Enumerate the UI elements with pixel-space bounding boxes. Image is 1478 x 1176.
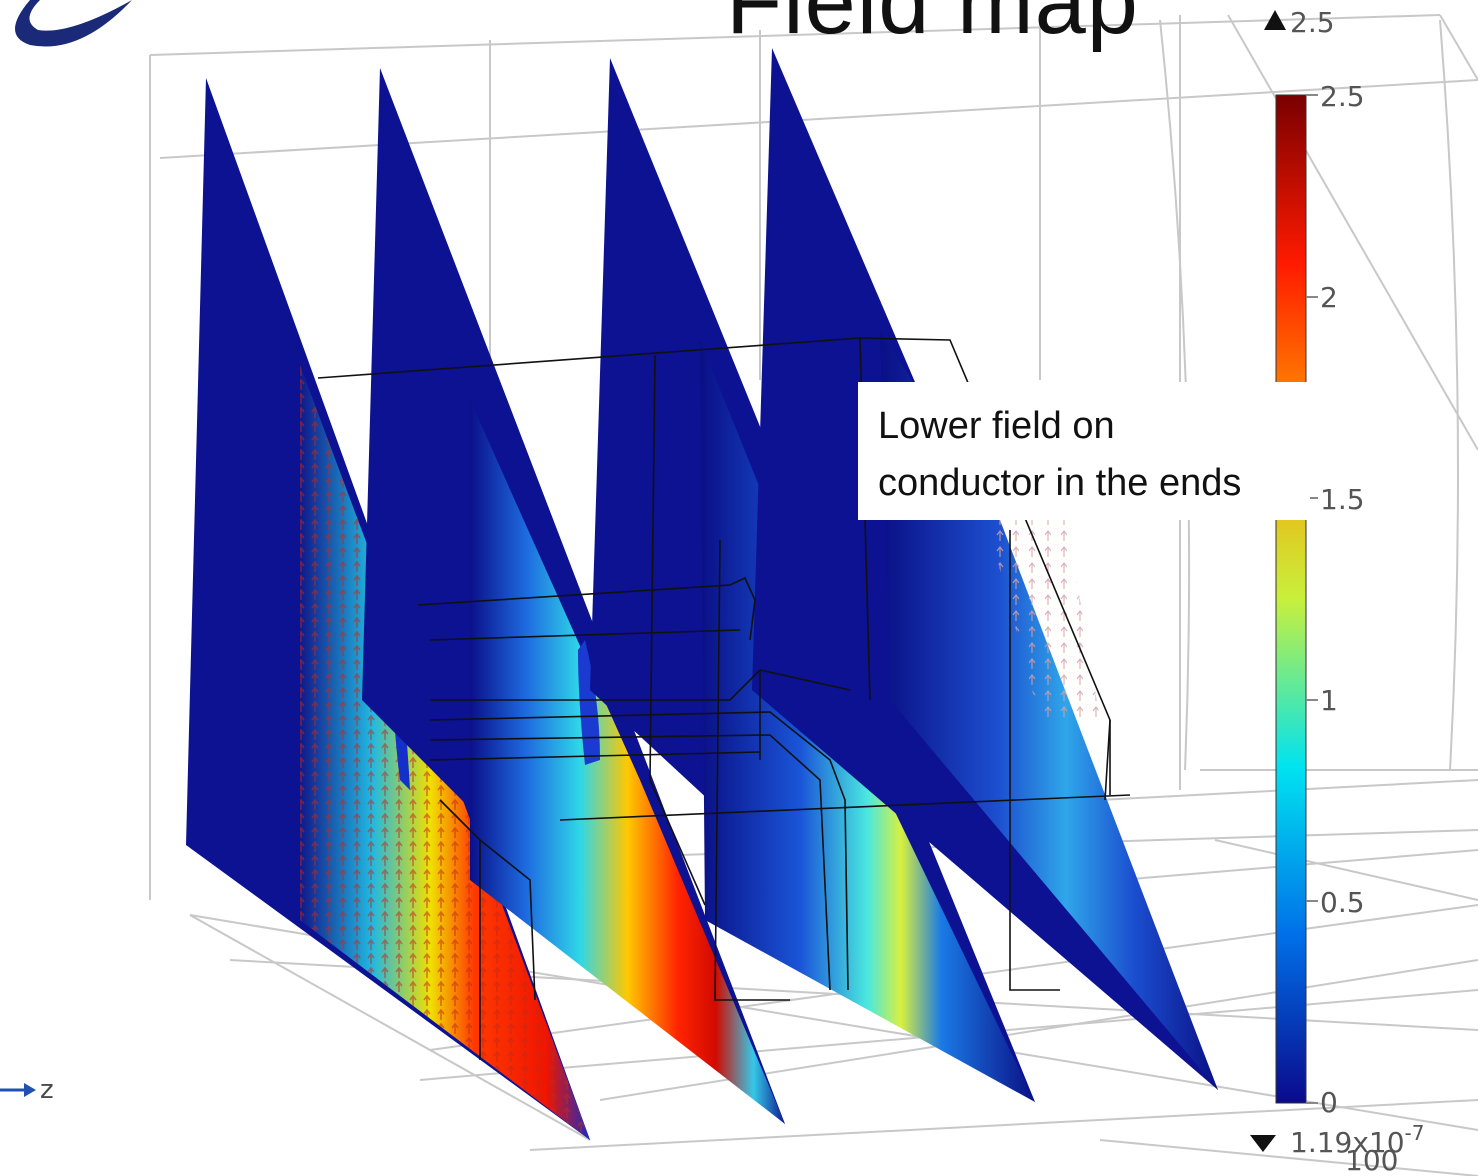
callout-line-2: conductor in the ends <box>878 462 1242 504</box>
colorbar-tick-5: 0.5 <box>1320 886 1365 919</box>
z-axis-indicator: z <box>0 1075 54 1105</box>
colorbar-min-marker: 1.19x10-7 <box>1290 1121 1425 1159</box>
page-title: Field map <box>726 0 1139 53</box>
arrow-right-icon <box>0 1083 36 1097</box>
field-slice-2 <box>362 68 785 1124</box>
colorbar-bar <box>1275 94 1307 1104</box>
triangle-down-icon <box>1250 1135 1276 1152</box>
colorbar-tick-2: 2 <box>1320 281 1338 314</box>
colorbar-tick-6: 0 <box>1320 1086 1338 1119</box>
colorbar-min-exponent: -7 <box>1405 1121 1425 1145</box>
logo-swoosh <box>15 0 132 47</box>
colorbar-tick-3: 1.5 <box>1320 483 1365 516</box>
z-axis-label: z <box>40 1075 54 1105</box>
colorbar: 2.5 2 1.5 1 0.5 0 2.5 1.19x10-7 100 <box>1250 6 1425 1176</box>
bottom-axis-label: 100 <box>1345 1144 1398 1176</box>
callout-line-1: Lower field on <box>878 405 1115 447</box>
colorbar-max-marker: 2.5 <box>1290 6 1335 39</box>
colorbar-tick-4: 1 <box>1320 684 1338 717</box>
annotation-callout: Lower field on conductor in the ends <box>858 382 1310 520</box>
colorbar-tick-1: 2.5 <box>1320 80 1365 113</box>
triangle-up-icon <box>1264 10 1286 30</box>
colorbar-min-value: 1.19x10 <box>1290 1126 1405 1159</box>
